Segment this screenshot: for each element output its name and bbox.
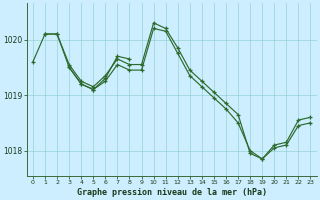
X-axis label: Graphe pression niveau de la mer (hPa): Graphe pression niveau de la mer (hPa) (77, 188, 267, 197)
